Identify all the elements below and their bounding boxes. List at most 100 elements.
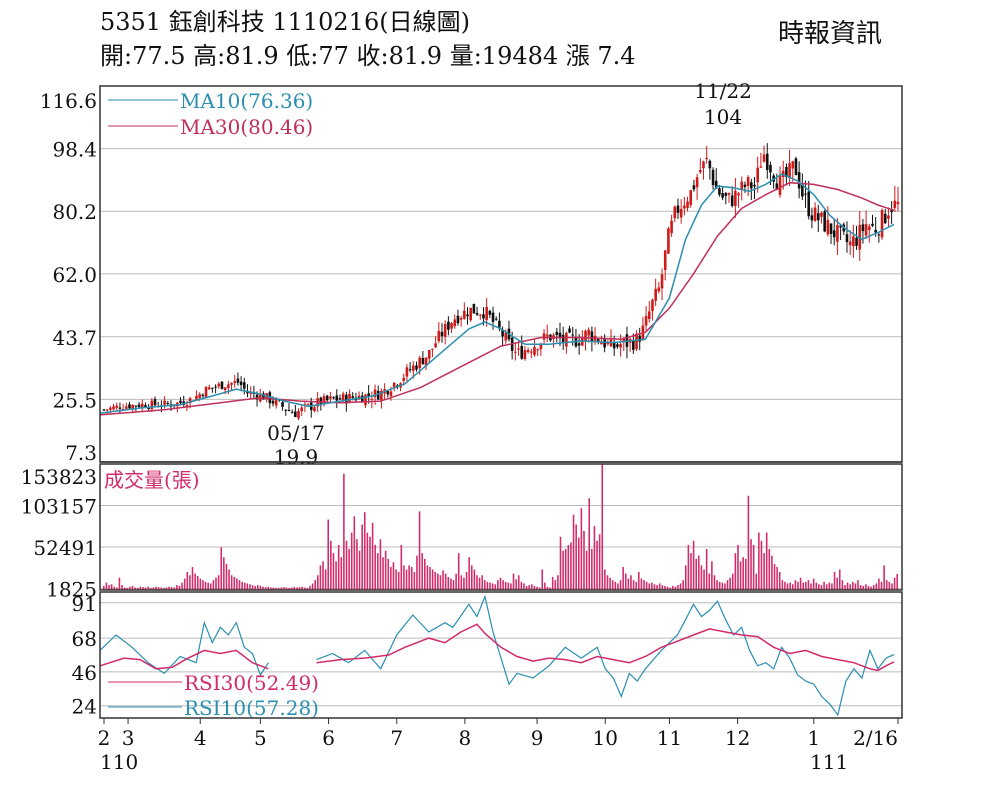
candle-body <box>596 339 600 343</box>
x-tick-label: 7 <box>390 726 403 750</box>
volume-bar <box>149 587 152 590</box>
volume-bar <box>361 524 363 590</box>
volume-bar <box>332 553 335 590</box>
candle-body <box>332 397 335 399</box>
volume-bar <box>142 587 144 590</box>
volume-bar <box>721 582 724 590</box>
volume-bar <box>431 569 434 590</box>
candle-body <box>823 211 826 232</box>
volume-bar <box>371 522 374 590</box>
volume-bar <box>776 567 778 590</box>
volume-bar <box>298 587 301 590</box>
volume-bar <box>403 565 405 590</box>
volume-bar <box>118 577 121 590</box>
volume-bar <box>283 587 285 590</box>
volume-bar <box>105 582 108 590</box>
candle-body <box>756 167 759 183</box>
x-tick-label: 2 <box>98 726 111 750</box>
candle-body <box>491 312 495 322</box>
volume-bar <box>512 573 515 590</box>
candle-body <box>880 209 884 238</box>
panel-frame <box>99 591 903 719</box>
candle-body <box>415 365 418 370</box>
volume-bar <box>870 586 872 590</box>
x-tick-label: 6 <box>322 726 335 750</box>
candle-body <box>306 403 310 405</box>
volume-bar <box>669 587 671 590</box>
candle-body <box>848 241 852 246</box>
volume-bar <box>460 575 463 590</box>
volume-bar <box>880 581 883 590</box>
volume-bar <box>687 544 690 590</box>
candle-body <box>711 169 715 186</box>
candle-body <box>679 208 683 218</box>
candle-body <box>418 357 421 369</box>
volume-bar <box>755 573 758 590</box>
volume-bar <box>507 582 510 590</box>
volume-bar <box>640 578 643 590</box>
volume-bar <box>797 581 799 590</box>
volume-bar <box>447 576 450 590</box>
volume-bar <box>831 583 833 590</box>
price-y-ticks: 116.6 98.4 80.2 62.0 43.7 25.5 7.3 <box>40 89 97 465</box>
volume-bar <box>737 544 739 590</box>
volume-bar <box>502 580 504 590</box>
candle-body <box>590 331 594 342</box>
volume-bar <box>878 578 880 590</box>
volume-bar <box>718 581 721 590</box>
volume-bar <box>165 587 168 590</box>
volume-bar <box>705 549 708 590</box>
candle-body <box>459 318 463 320</box>
volume-bar <box>598 534 601 590</box>
candle-body <box>523 349 527 360</box>
volume-bar <box>570 542 572 590</box>
volume-bar <box>103 585 105 590</box>
volume-bar <box>494 584 497 590</box>
candle-body <box>887 215 890 219</box>
volume-bar <box>426 565 429 590</box>
volume-bar <box>739 561 742 590</box>
volume-bar <box>643 580 645 590</box>
candle-body <box>494 318 498 320</box>
volume-bar <box>520 581 523 590</box>
candle-body <box>743 184 747 188</box>
candle-body <box>759 166 763 168</box>
candle-body <box>437 330 441 342</box>
candle-body <box>890 210 893 213</box>
rsi30-line-segment <box>316 623 895 672</box>
price-candles <box>102 143 900 421</box>
volume-bar <box>752 544 755 590</box>
rsi-y-ticks: 91 68 46 24 <box>72 592 97 719</box>
volume-bar <box>792 584 794 590</box>
candle-body <box>724 193 728 196</box>
candle-body <box>635 333 638 350</box>
ma10-line <box>99 173 895 414</box>
volume-bar <box>896 574 898 590</box>
volume-bar <box>857 580 859 590</box>
volume-bar <box>564 549 567 590</box>
candle-body <box>788 163 791 178</box>
volume-bar <box>473 569 476 590</box>
candle-body <box>565 332 568 347</box>
volume-bar <box>888 581 891 590</box>
candle-body <box>558 332 562 339</box>
volume-bar <box>745 558 747 590</box>
volume-bar <box>489 582 491 590</box>
volume-bar <box>293 586 296 590</box>
volume-bar <box>854 583 857 590</box>
volume-bar <box>651 582 653 590</box>
volume-bar <box>212 580 215 590</box>
volume-bar <box>794 580 797 590</box>
candle-body <box>427 350 431 359</box>
volume-bar <box>210 583 212 590</box>
candle-body <box>223 387 227 391</box>
volume-bar <box>199 578 202 590</box>
volume-bar <box>429 567 431 590</box>
x-axis-labels: 2 3 4 5 6 7 8 9 10 11 12 1 2/16 <box>98 718 899 750</box>
volume-bar <box>609 577 611 590</box>
volume-bar <box>223 557 225 590</box>
price-y-tick-label: 80.2 <box>52 200 97 224</box>
candle-body <box>676 205 680 213</box>
volume-grid <box>100 505 902 590</box>
volume-bar <box>437 573 439 590</box>
